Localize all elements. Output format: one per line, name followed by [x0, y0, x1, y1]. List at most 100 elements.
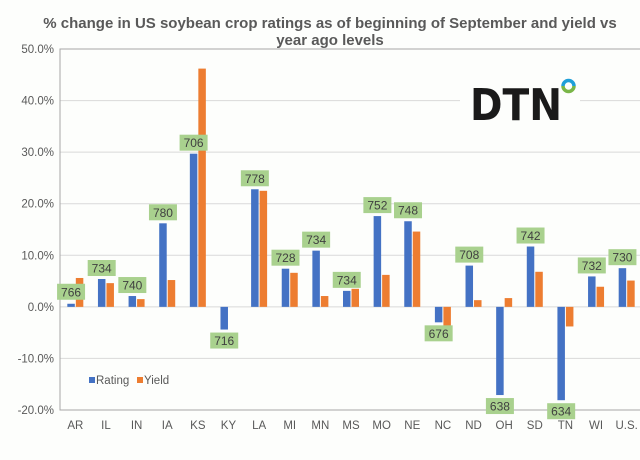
data-label-text: 778 — [245, 172, 265, 186]
x-category-label: LA — [252, 420, 266, 432]
bar-rating — [618, 268, 627, 307]
data-label: 706 — [179, 134, 208, 151]
chart-title-line-2: year ago levels — [276, 32, 384, 49]
bar-rating — [67, 303, 75, 307]
bars — [67, 68, 635, 401]
x-category-label: SD — [527, 420, 543, 432]
x-category-label: AR — [67, 420, 83, 432]
data-label: 742 — [516, 227, 545, 244]
bar-rating — [434, 306, 443, 323]
bar-rating — [251, 189, 259, 307]
y-tick-label: 10.0% — [21, 250, 54, 262]
x-category-label: ND — [465, 420, 482, 432]
data-label-text: 634 — [551, 405, 571, 419]
y-tick-label: 40.0% — [21, 96, 54, 108]
x-category-label: TN — [558, 420, 573, 432]
data-label: 766 — [57, 283, 86, 300]
data-label-bg — [271, 249, 300, 266]
y-tick-label: -20.0% — [18, 405, 54, 417]
data-label-bg — [547, 403, 576, 420]
bar-rating — [557, 306, 565, 401]
data-label: 748 — [394, 202, 423, 219]
data-label-text: 734 — [92, 262, 112, 276]
bar-yield — [565, 306, 574, 327]
y-tick-label: 30.0% — [21, 147, 54, 159]
logo-ring-bottom-icon — [561, 85, 576, 94]
x-axis-categories: AR IL IN IA KS KY LA MI MN MS MO NE NC ND OH SD TN WI U.S. — [67, 420, 638, 432]
data-label-text: 742 — [521, 229, 541, 243]
x-category-label: IL — [101, 420, 111, 432]
data-labels: 766 734 740 780 706 716 778 728 734 734 752 748 676 7… — [57, 134, 637, 420]
bar-yield — [535, 271, 543, 307]
bar-yield — [443, 306, 451, 326]
data-label-bg — [577, 257, 606, 274]
data-label-text: 706 — [184, 136, 204, 150]
data-label-bg — [57, 283, 86, 300]
bar-rating — [373, 216, 382, 307]
x-category-label: KS — [190, 420, 206, 432]
bar-rating — [343, 290, 351, 307]
bar-rating — [281, 268, 290, 307]
data-label: 716 — [210, 332, 239, 349]
bar-yield — [106, 283, 114, 307]
data-label: 732 — [577, 257, 606, 274]
data-label-text: 638 — [490, 400, 510, 414]
chart-title-line-1: % change in US soybean crop ratings as o… — [43, 15, 616, 32]
data-label-bg — [118, 277, 147, 294]
bar-yield — [259, 190, 268, 307]
legend-swatch-yield — [137, 377, 143, 383]
data-label: 638 — [485, 398, 514, 415]
data-label-bg — [240, 170, 269, 187]
data-label-text: 676 — [429, 327, 449, 341]
x-category-label: MS — [342, 420, 360, 432]
data-label: 752 — [363, 197, 392, 214]
bar-yield — [382, 274, 390, 307]
data-label: 730 — [608, 249, 637, 266]
bar-rating — [220, 306, 228, 330]
bar-rating — [312, 250, 320, 307]
y-tick-label: 50.0% — [21, 44, 54, 56]
x-category-label: MI — [283, 420, 296, 432]
data-label-text: 730 — [612, 251, 632, 265]
logo-ring-top-icon — [561, 78, 576, 87]
bar-rating — [465, 265, 474, 307]
data-label-text: 740 — [122, 279, 142, 293]
bar-yield — [290, 272, 298, 307]
data-label-text: 748 — [398, 204, 418, 218]
x-category-label: IN — [131, 420, 143, 432]
data-label-bg — [148, 204, 177, 221]
data-label: 708 — [455, 246, 484, 263]
data-label-text: 708 — [459, 248, 479, 262]
data-label-bg — [424, 325, 453, 342]
data-label: 728 — [271, 249, 300, 266]
data-label-bg — [302, 231, 331, 248]
x-category-label: OH — [496, 420, 513, 432]
x-category-label: MO — [372, 420, 391, 432]
data-label-text: 766 — [61, 285, 81, 299]
x-category-label: WI — [589, 420, 603, 432]
data-label: 734 — [302, 231, 331, 248]
plot-area-border — [59, 48, 640, 411]
bar-rating — [496, 306, 504, 396]
bar-yield — [412, 231, 421, 307]
data-label-bg — [485, 398, 514, 415]
data-label: 740 — [118, 277, 147, 294]
x-category-label: MN — [311, 420, 329, 432]
x-category-label: KY — [221, 420, 237, 432]
x-category-label: U.S. — [615, 420, 637, 432]
legend: Rating Yield — [89, 375, 169, 387]
y-tick-label: 20.0% — [21, 199, 54, 211]
y-tick-label: 0.0% — [28, 302, 54, 314]
bar-rating — [588, 276, 596, 307]
data-label-text: 734 — [337, 273, 357, 287]
data-label-bg — [394, 202, 423, 219]
data-label: 780 — [148, 204, 177, 221]
bar-yield — [198, 68, 206, 307]
y-tick-label: -10.0% — [18, 353, 54, 365]
bar-yield — [320, 296, 329, 307]
x-category-label: NC — [435, 420, 452, 432]
data-label: 734 — [332, 271, 361, 288]
legend-label-yield: Yield — [144, 375, 169, 387]
data-label-bg — [516, 227, 545, 244]
bar-yield — [596, 286, 605, 307]
